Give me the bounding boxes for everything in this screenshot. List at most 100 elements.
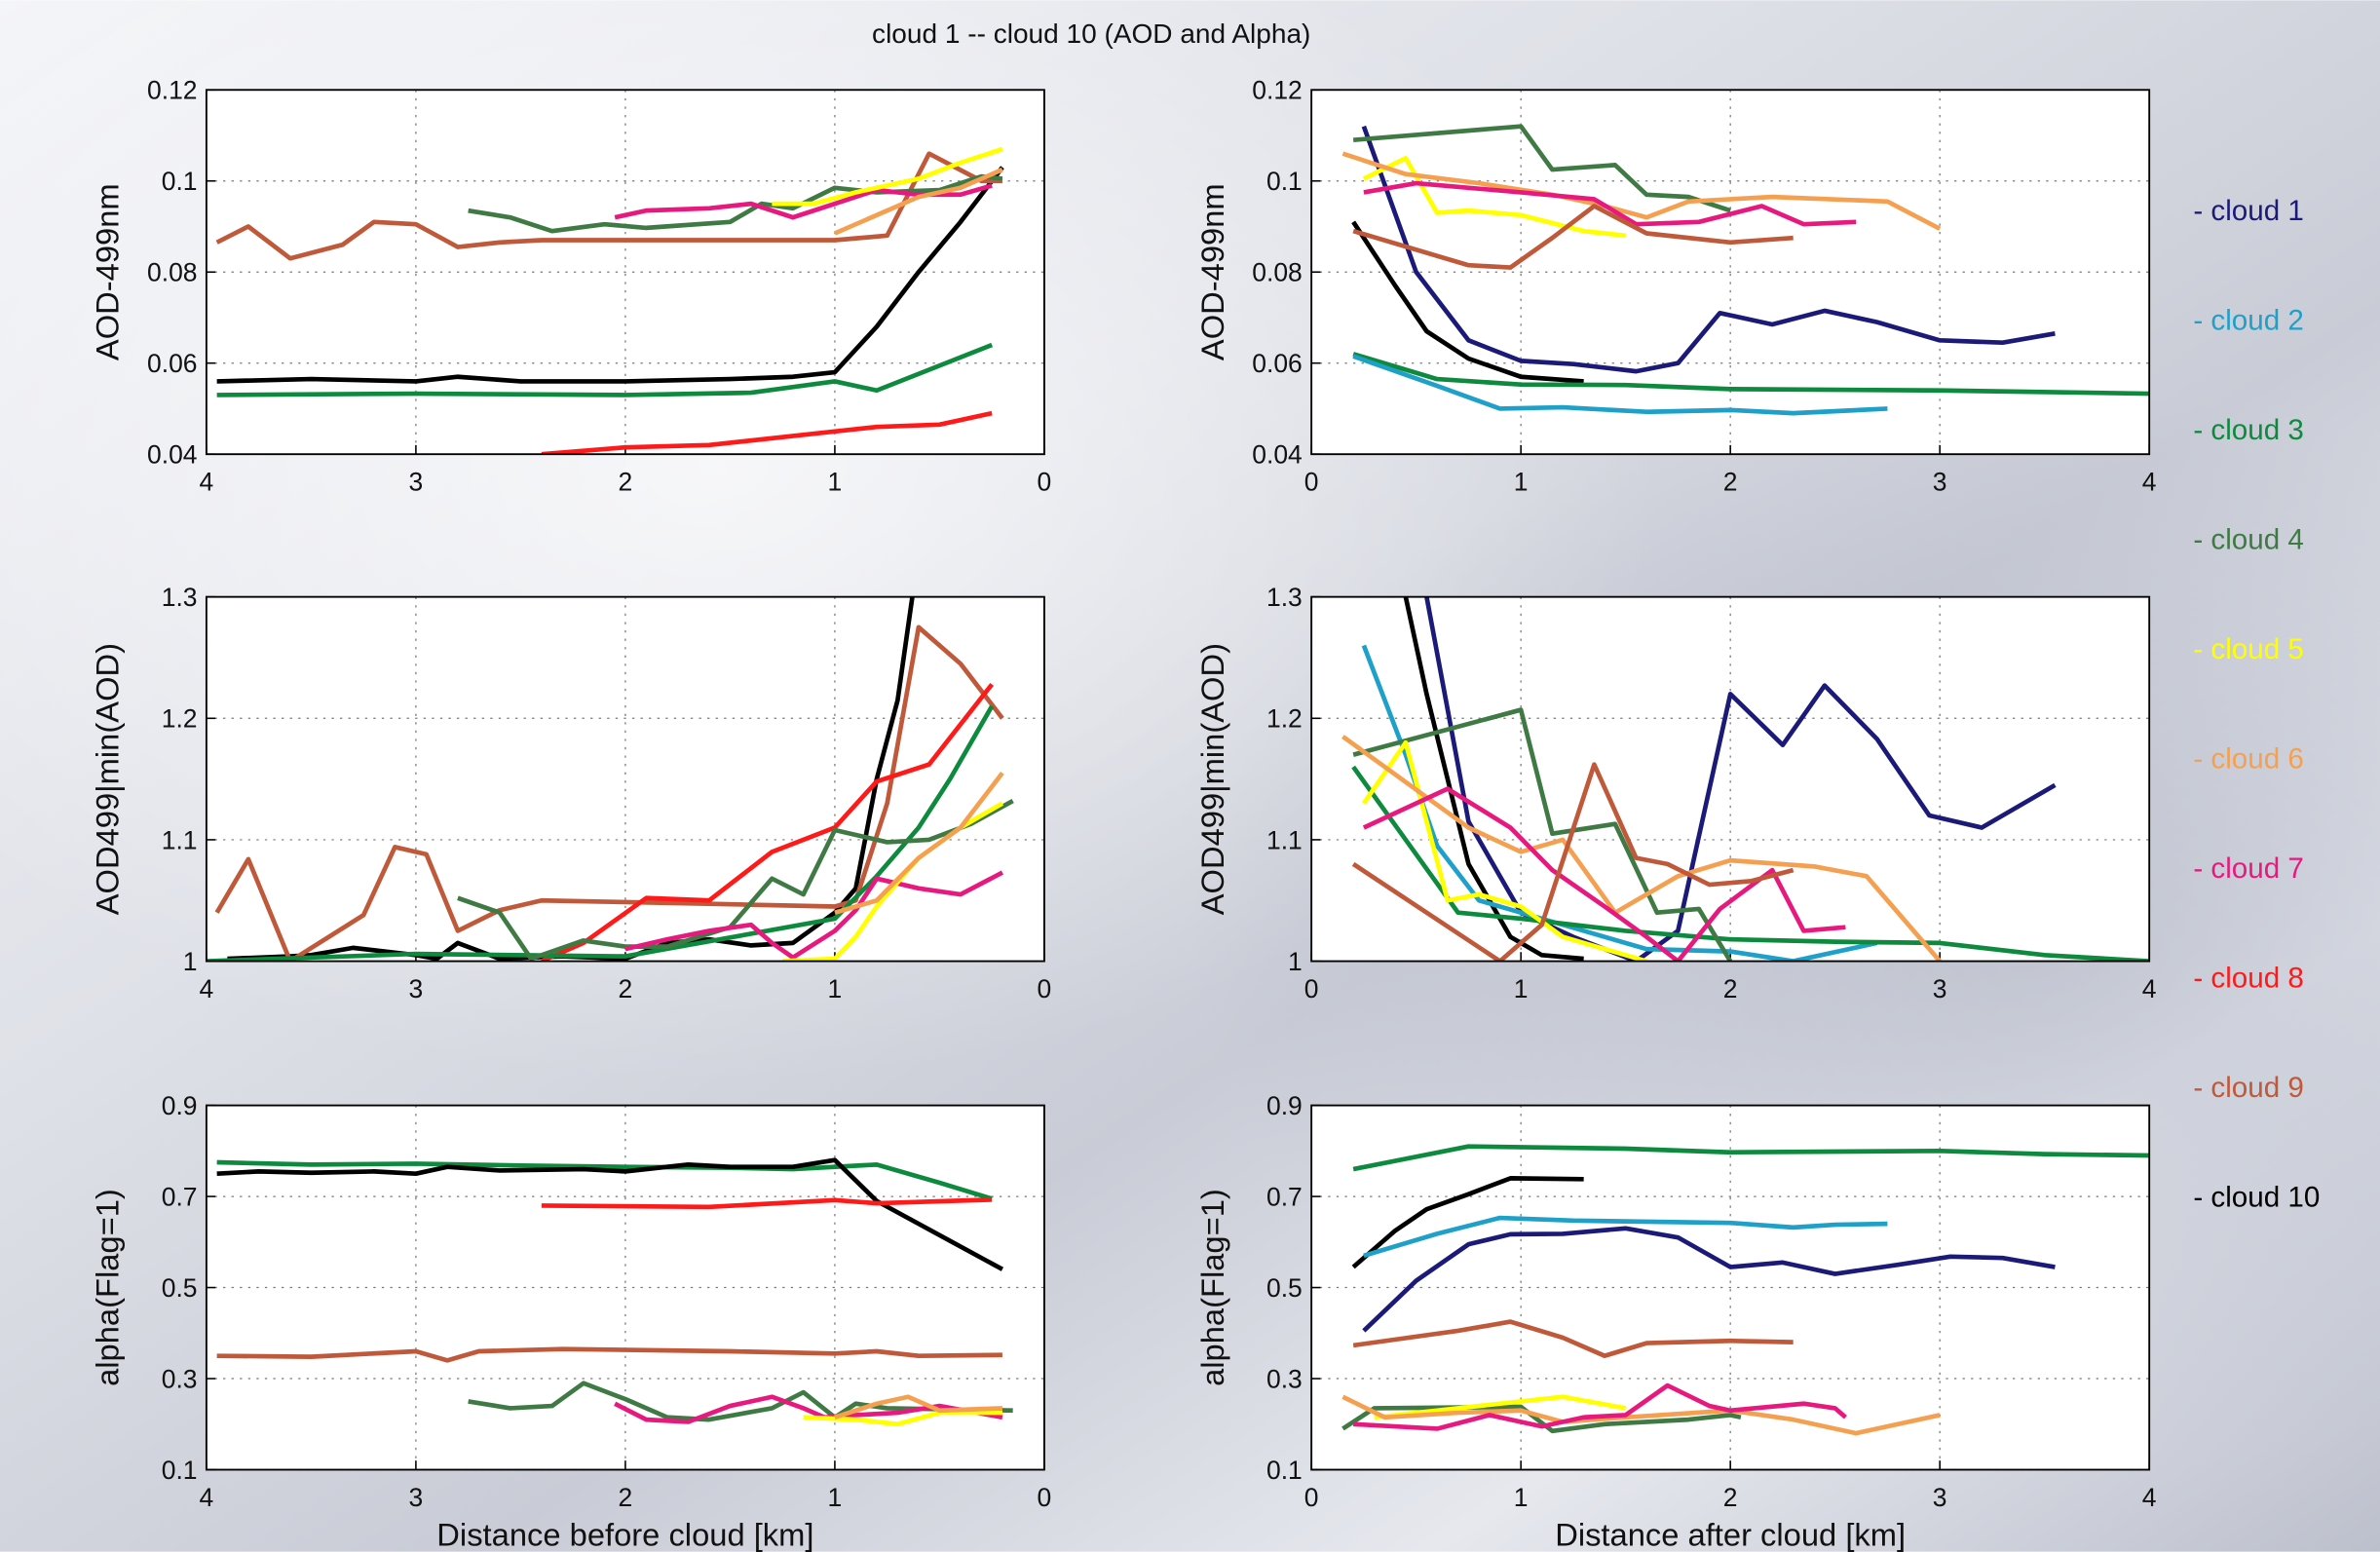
subplot: 0.1 0.3 0.5 0.7 0.9 4 3 2 1 0 alpha(Flag=1) Distanc…: [90, 1091, 1052, 1552]
data-line: [457, 799, 1014, 962]
legend-entry: - cloud 3: [2193, 414, 2304, 446]
data-line: [1361, 739, 1647, 962]
y-axis-label: AOD499|min(AOD): [1194, 643, 1230, 915]
x-tick-label: 0: [1038, 468, 1052, 497]
legend-entry: - cloud 8: [2193, 963, 2304, 995]
data-line: [1352, 1319, 1794, 1359]
plot-frame: [205, 1104, 1045, 1471]
data-line: [1362, 156, 1626, 239]
y-tick-label: 0.1: [1266, 167, 1303, 196]
x-tick-label: 1: [1514, 974, 1529, 1003]
x-tick-label: 2: [619, 1483, 633, 1512]
y-tick-label: 0.08: [147, 258, 198, 287]
x-tick-label: 3: [409, 468, 424, 497]
data-line: [1352, 204, 1794, 270]
data-line: [1352, 124, 1731, 213]
data-line: [468, 1381, 1013, 1422]
data-line: [1341, 1404, 1742, 1434]
legend-entry: - cloud 10: [2193, 1182, 2320, 1214]
series-group: [216, 1157, 1013, 1427]
y-tick-label: 1.3: [162, 583, 198, 612]
x-tick-label: 4: [200, 468, 214, 497]
plot-frame: [1310, 89, 2151, 456]
plot-frame: [205, 89, 1045, 456]
data-line: [1341, 151, 1942, 231]
x-tick-label: 3: [1933, 974, 1947, 1003]
data-line: [834, 1394, 1003, 1420]
y-axis-label: AOD-499nm: [90, 183, 126, 360]
data-line: [1351, 1176, 1584, 1269]
y-axis-label: AOD-499nm: [1194, 183, 1230, 360]
plot-frame: [205, 595, 1045, 963]
data-line: [1363, 1215, 1888, 1259]
legend-entry: - cloud 2: [2193, 305, 2304, 337]
x-tick-label: 4: [2142, 1483, 2157, 1512]
data-line: [624, 870, 1004, 961]
data-line: [206, 704, 995, 962]
subplot: 0.04 0.06 0.08 0.1 0.12 0 1 2 3 4 AOD-499nm: [1194, 76, 2157, 497]
x-tick-label: 1: [1514, 1483, 1529, 1512]
x-tick-label: 4: [200, 1483, 214, 1512]
x-tick-label: 4: [2142, 468, 2157, 497]
data-line: [1352, 354, 1888, 416]
x-tick-label: 0: [1038, 1483, 1052, 1512]
y-tick-label: 0.9: [1266, 1091, 1303, 1120]
y-tick-label: 0.9: [162, 1091, 198, 1120]
data-line: [1351, 762, 1794, 962]
x-axis-label: Distance before cloud [km]: [436, 1516, 813, 1552]
y-tick-label: 1.3: [1266, 583, 1303, 612]
x-tick-label: 4: [200, 974, 214, 1003]
x-tick-label: 3: [409, 1483, 424, 1512]
y-axis-label: AOD499|min(AOD): [90, 643, 126, 915]
plot-frame: [1310, 595, 2151, 963]
data-line: [214, 625, 1004, 962]
subplot: 0.04 0.06 0.08 0.1 0.12 4 3 2 1 0 AOD-499nm: [90, 76, 1052, 497]
y-tick-label: 1: [1288, 947, 1303, 976]
y-tick-label: 1.2: [1266, 704, 1303, 734]
data-line: [1341, 1394, 1941, 1436]
data-line: [1374, 1394, 1627, 1420]
legend-entry: - cloud 7: [2193, 852, 2304, 885]
legend-entry: - cloud 1: [2193, 195, 2304, 227]
data-line: [540, 682, 995, 962]
data-line: [1361, 125, 2056, 374]
x-tick-label: 2: [1723, 974, 1738, 1003]
data-line: [1352, 352, 2150, 397]
data-line: [1363, 180, 1857, 227]
y-tick-label: 0.5: [1266, 1273, 1303, 1303]
subplot: 1 1.1 1.2 1.3 4 3 2 1 0 AOD499|min(AOD): [90, 583, 1052, 1003]
data-line: [834, 771, 1004, 915]
data-line: [614, 1394, 1003, 1424]
plot-frame: [1310, 1104, 2151, 1471]
x-tick-label: 0: [1304, 1483, 1319, 1512]
data-line: [1353, 1382, 1847, 1431]
y-tick-label: 0.06: [147, 349, 198, 378]
legend-entry: - cloud 5: [2193, 633, 2304, 665]
y-tick-label: 1.2: [162, 704, 198, 734]
y-tick-label: 1: [183, 947, 198, 976]
y-tick-label: 0.7: [162, 1182, 198, 1211]
data-line: [216, 1157, 1004, 1271]
x-axis-label: Distance after cloud [km]: [1555, 1516, 1906, 1552]
data-line: [1362, 1226, 2056, 1333]
series-group: [215, 146, 1004, 455]
figure-title: cloud 1 -- cloud 10 (AOD and Alpha): [872, 19, 1310, 49]
data-line: [1351, 220, 1584, 384]
x-tick-label: 4: [2142, 974, 2157, 1003]
data-line: [216, 166, 1004, 384]
y-tick-label: 0.12: [1252, 76, 1303, 105]
y-tick-label: 0.08: [1252, 258, 1303, 287]
legend-entry: - cloud 9: [2193, 1072, 2304, 1104]
series-group: [206, 596, 1014, 962]
x-tick-label: 2: [619, 974, 633, 1003]
y-tick-label: 0.04: [1252, 440, 1303, 470]
x-tick-label: 3: [409, 974, 424, 1003]
data-line: [541, 1197, 993, 1210]
y-tick-label: 0.7: [1266, 1182, 1303, 1211]
x-tick-label: 0: [1304, 974, 1319, 1003]
data-line: [833, 167, 1003, 236]
series-group: [1341, 596, 2150, 962]
